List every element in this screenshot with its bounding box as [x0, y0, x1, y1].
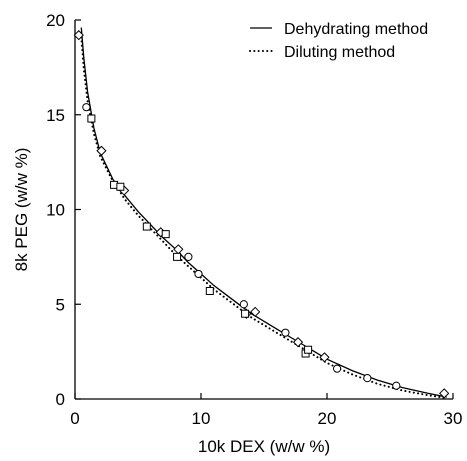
- square-marker: [142, 222, 151, 231]
- circle-marker: [332, 364, 342, 373]
- diamond-marker: [73, 30, 84, 41]
- x-ticks: 0 10 20 30: [70, 393, 462, 428]
- diamond-marker: [439, 388, 450, 399]
- curve-diluting: [80, 36, 448, 400]
- x-tick-label: 10: [192, 409, 211, 428]
- square-marker: [116, 182, 125, 191]
- circle-marker: [392, 381, 401, 390]
- circle-marker: [281, 328, 290, 337]
- diamond-marker: [250, 306, 261, 317]
- circle-marker: [194, 269, 203, 279]
- x-tick-label: 0: [70, 409, 79, 428]
- legend: Dehydrating method Diluting method: [249, 21, 428, 61]
- x-tick-label: 20: [318, 409, 337, 428]
- curve-dehydrating: [80, 27, 447, 398]
- square-marker: [87, 114, 96, 123]
- data-markers: [73, 30, 450, 399]
- circle-marker: [363, 374, 372, 383]
- y-tick-label: 0: [56, 390, 65, 409]
- diamond-marker: [173, 244, 184, 255]
- square-marker: [205, 286, 214, 295]
- square-marker: [241, 309, 250, 318]
- y-ticks: 0 5 10 15 20: [46, 11, 81, 409]
- diamond-marker: [319, 352, 330, 363]
- circle-marker: [239, 300, 248, 309]
- square-marker: [161, 230, 170, 239]
- axes: [74, 20, 453, 400]
- legend-label-diluting: Diluting method: [284, 44, 395, 61]
- x-axis-title: 10k DEX (w/w %): [198, 437, 330, 456]
- y-tick-label: 5: [56, 295, 65, 314]
- legend-label-dehydrating: Dehydrating method: [284, 21, 428, 38]
- diamond-marker: [292, 337, 304, 348]
- square-marker: [173, 252, 182, 261]
- circle-marker: [184, 252, 193, 261]
- y-tick-label: 20: [46, 11, 65, 30]
- x-tick-label: 30: [444, 409, 463, 428]
- y-tick-label: 10: [46, 201, 65, 220]
- square-marker: [304, 345, 313, 354]
- circle-marker: [82, 103, 91, 112]
- y-axis-title: 8k PEG (w/w %): [12, 148, 31, 272]
- curves: [80, 27, 448, 400]
- y-tick-label: 15: [46, 106, 65, 125]
- diamond-marker: [96, 145, 107, 156]
